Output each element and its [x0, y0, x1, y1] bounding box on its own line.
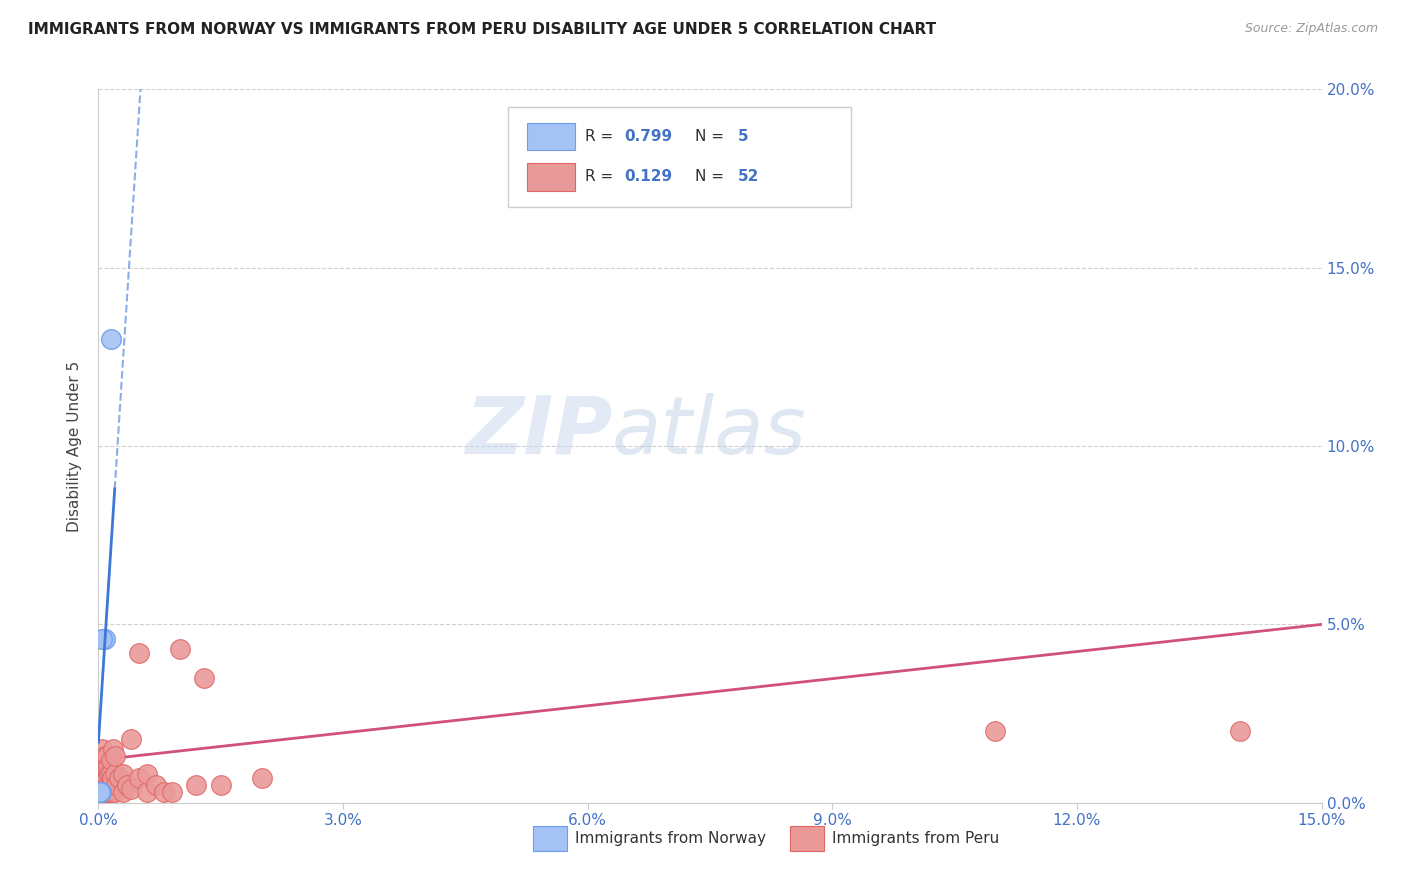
Text: 5: 5 [738, 128, 749, 144]
Point [89, 767, 111, 781]
Point [90, 742, 112, 756]
Text: Immigrants from Norway: Immigrants from Norway [575, 831, 766, 846]
Point [100, 332, 122, 346]
Point [89, 785, 111, 799]
Point [100, 778, 122, 792]
Point [91, 767, 114, 781]
Text: 52: 52 [738, 169, 759, 185]
Point [1229, 724, 1251, 739]
Text: R =: R = [585, 169, 613, 185]
Point [98, 785, 121, 799]
Bar [527, 123, 575, 150]
Point [108, 771, 131, 785]
Text: N =: N = [696, 169, 724, 185]
Point [209, 778, 232, 792]
Point [91, 778, 114, 792]
Point [128, 771, 150, 785]
Point [91, 785, 114, 799]
Point [94, 778, 117, 792]
Point [94, 632, 117, 646]
Point [90, 778, 112, 792]
Bar [527, 163, 575, 191]
Point [91, 632, 114, 646]
Point [100, 753, 122, 767]
Point [93, 785, 115, 799]
Point [120, 781, 142, 796]
Point [96, 771, 118, 785]
Point [128, 646, 150, 660]
Point [100, 767, 122, 781]
Point [115, 778, 138, 792]
Point [105, 778, 128, 792]
Point [101, 771, 124, 785]
Point [169, 642, 191, 657]
Point [136, 767, 159, 781]
Point [111, 785, 134, 799]
Text: R =: R = [585, 128, 613, 144]
Point [93, 760, 115, 774]
Text: IMMIGRANTS FROM NORWAY VS IMMIGRANTS FROM PERU DISABILITY AGE UNDER 5 CORRELATIO: IMMIGRANTS FROM NORWAY VS IMMIGRANTS FRO… [28, 22, 936, 37]
Bar [533, 826, 567, 851]
Point [98, 767, 121, 781]
Point [111, 767, 134, 781]
Text: Immigrants from Peru: Immigrants from Peru [832, 831, 1000, 846]
Text: N =: N = [696, 128, 724, 144]
Point [101, 742, 124, 756]
Point [104, 785, 127, 799]
Y-axis label: Disability Age Under 5: Disability Age Under 5 [67, 360, 83, 532]
Text: Source: ZipAtlas.com: Source: ZipAtlas.com [1244, 22, 1378, 36]
Point [94, 760, 117, 774]
Point [104, 749, 127, 764]
FancyBboxPatch shape [508, 107, 851, 207]
Point [94, 785, 117, 799]
Bar [790, 826, 824, 851]
Point [90, 760, 112, 774]
Point [97, 778, 120, 792]
Point [90, 785, 112, 799]
Point [984, 724, 1007, 739]
Point [250, 771, 273, 785]
Point [96, 785, 118, 799]
Text: atlas: atlas [612, 392, 807, 471]
Point [193, 671, 215, 685]
Point [91, 753, 114, 767]
Point [145, 778, 167, 792]
Point [96, 749, 118, 764]
Point [186, 778, 208, 792]
Text: 0.129: 0.129 [624, 169, 672, 185]
Point [160, 785, 183, 799]
Point [97, 760, 120, 774]
Point [94, 749, 117, 764]
Point [100, 785, 122, 799]
Point [90, 785, 112, 799]
Text: 0.799: 0.799 [624, 128, 672, 144]
Text: ZIP: ZIP [465, 392, 612, 471]
Point [152, 785, 174, 799]
Point [136, 785, 159, 799]
Point [120, 731, 142, 746]
Point [104, 767, 127, 781]
